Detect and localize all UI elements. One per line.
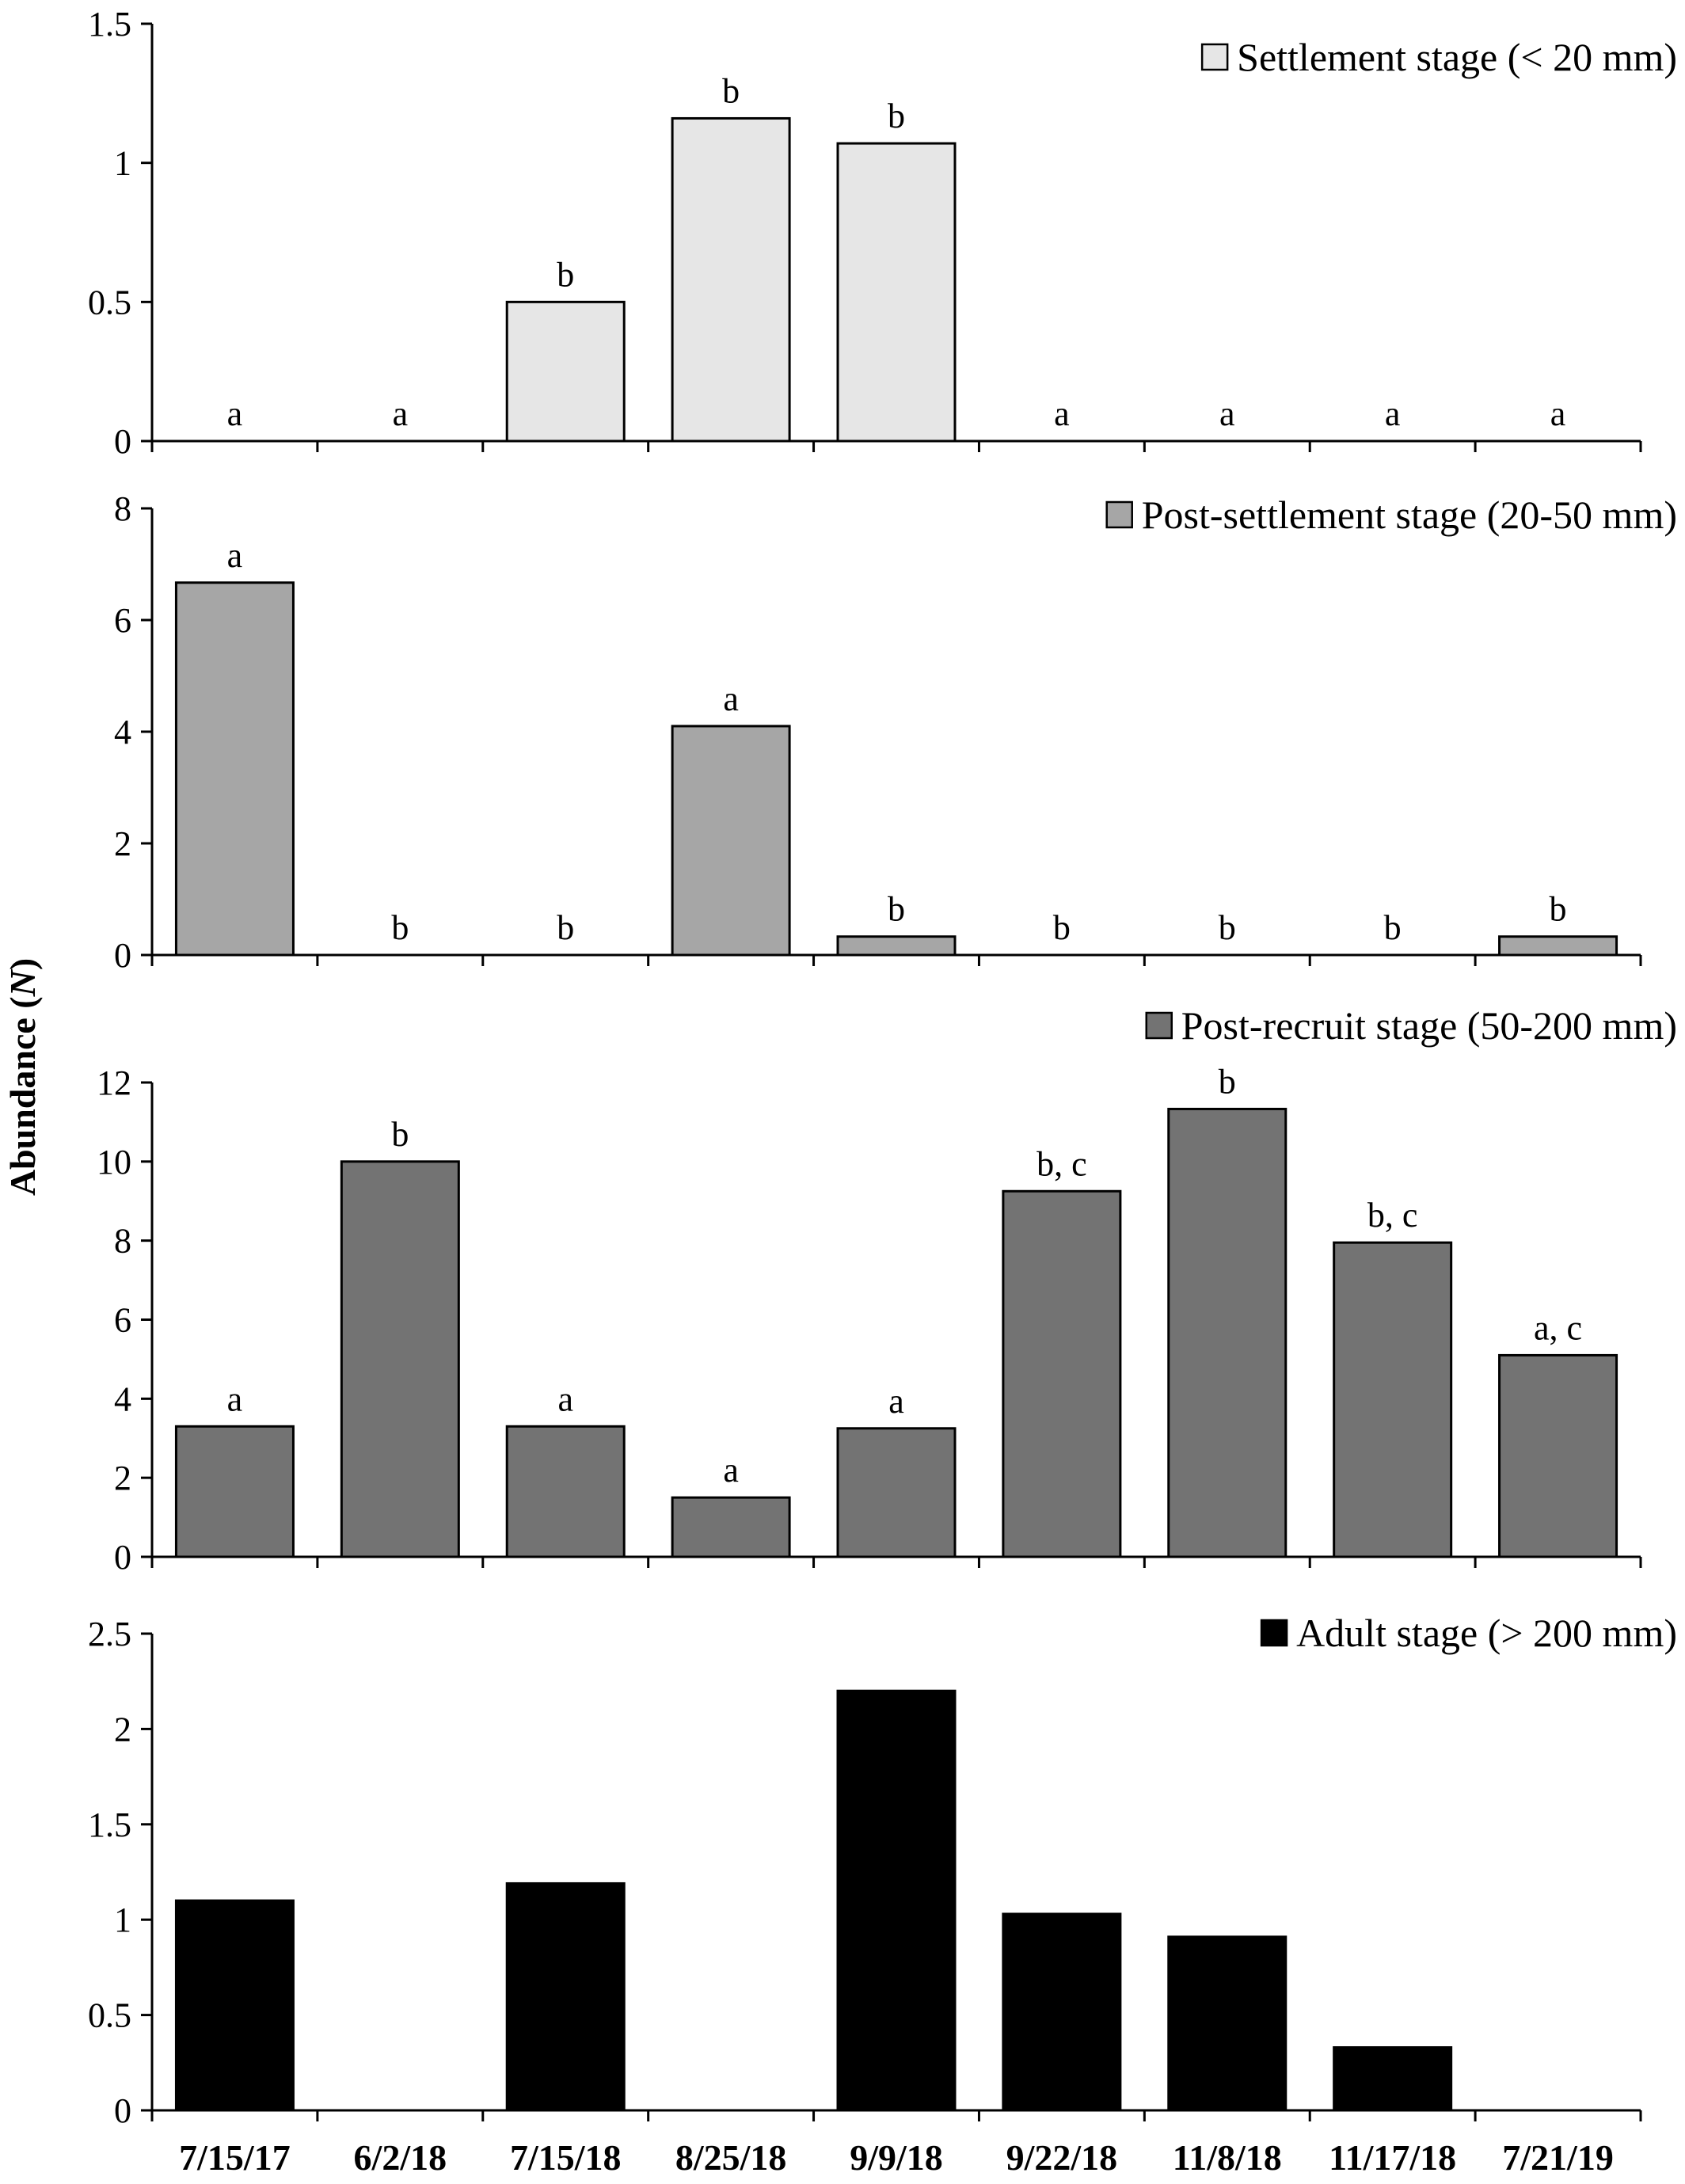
significance-letter: a, c — [1534, 1308, 1582, 1347]
bar — [1498, 1353, 1618, 1558]
legend-swatch — [1145, 1011, 1173, 1040]
panel-4: 0 0.5 1 1.5 2 2.5 Adult stage (> 200 mm) — [88, 1611, 1677, 2130]
y-axis-title-suffix: ) — [2, 958, 43, 970]
bar — [174, 1899, 295, 2112]
bar — [1167, 1107, 1288, 1558]
legend-label: Settlement stage (< 20 mm) — [1237, 35, 1677, 79]
significance-letter: b — [1053, 908, 1071, 947]
significance-letter: a — [227, 394, 243, 433]
x-category-label: 7/21/19 — [1502, 2137, 1614, 2178]
y-tick-label: 0 — [114, 1538, 131, 1577]
y-tick-label: 0 — [114, 422, 131, 461]
y-axis-title: Abundance (N) — [2, 958, 43, 1196]
y-tick-label: 2 — [114, 1710, 131, 1748]
significance-letter: a — [1385, 394, 1401, 433]
bar — [1498, 935, 1618, 957]
bar — [836, 1427, 957, 1558]
bar — [505, 1425, 626, 1558]
x-category-label: 11/8/18 — [1173, 2137, 1282, 2178]
significance-letter: b — [722, 71, 740, 110]
significance-letter: b — [1550, 890, 1567, 929]
y-tick-label: 4 — [114, 1379, 131, 1418]
significance-letter: a — [888, 1382, 904, 1421]
significance-letter: a — [227, 536, 243, 575]
y-tick-label: 12 — [97, 1063, 131, 1102]
bar — [505, 1882, 626, 2112]
significance-letter: a — [1550, 394, 1566, 433]
bar — [671, 1496, 791, 1558]
significance-letter: b — [557, 255, 574, 294]
x-category-label: 11/17/18 — [1329, 2137, 1456, 2178]
y-tick-label: 0.5 — [88, 283, 131, 322]
panel-1: 0 0.5 1 1.5 a a b b b a a a a Settlement stage (< 20 … — [88, 5, 1677, 461]
bar — [671, 116, 791, 443]
x-category-label: 9/22/18 — [1006, 2137, 1118, 2178]
significance-letter: b — [391, 1115, 409, 1154]
x-category-label: 8/25/18 — [675, 2137, 787, 2178]
bar — [1333, 1241, 1453, 1558]
y-tick-label: 1.5 — [88, 1805, 131, 1844]
bar — [1167, 1935, 1288, 2112]
y-tick-label: 10 — [97, 1143, 131, 1181]
bar — [671, 725, 791, 957]
y-tick-label: 8 — [114, 1222, 131, 1261]
y-tick-label: 0 — [114, 936, 131, 975]
bar — [836, 142, 957, 443]
y-tick-label: 2 — [114, 824, 131, 863]
significance-letter: b — [557, 908, 574, 947]
y-tick-label: 0.5 — [88, 1996, 131, 2035]
y-axis-title-prefix: Abundance ( — [2, 996, 43, 1196]
y-tick-label: 1 — [114, 1901, 131, 1939]
x-category-label: 9/9/18 — [850, 2137, 943, 2178]
x-category-label: 7/15/18 — [510, 2137, 622, 2178]
legend-swatch — [1260, 1619, 1288, 1647]
panel-2: 0 2 4 6 8 a b b a b b b b b Post-settlement stage (20-… — [114, 489, 1677, 975]
bar — [836, 935, 957, 957]
y-tick-label: 6 — [114, 601, 131, 640]
significance-letter: a — [227, 1379, 243, 1418]
significance-letter: a — [393, 394, 409, 433]
y-tick-label: 0 — [114, 2091, 131, 2130]
significance-letter: a — [557, 1379, 573, 1418]
significance-letter: b — [1219, 1062, 1236, 1101]
y-tick-label: 1 — [114, 144, 131, 183]
significance-letter: a — [723, 1451, 739, 1490]
y-tick-label: 2.5 — [88, 1615, 131, 1653]
legend-swatch — [1200, 43, 1229, 71]
bar — [836, 1689, 957, 2112]
legend-label: Adult stage (> 200 mm) — [1296, 1611, 1677, 1655]
bar — [340, 1160, 460, 1558]
significance-letter: b — [1384, 908, 1402, 947]
panel-3: 0 2 4 6 8 10 12 a b a a a b, c b b, c a, c Post-recruit … — [97, 1003, 1677, 1577]
y-tick-label: 2 — [114, 1459, 131, 1497]
significance-letter: b — [1219, 908, 1236, 947]
significance-letter: b — [391, 908, 409, 947]
legend-label: Post-settlement stage (20-50 mm) — [1142, 493, 1677, 537]
y-tick-label: 4 — [114, 713, 131, 751]
y-tick-label: 6 — [114, 1301, 131, 1340]
y-tick-label: 1.5 — [88, 5, 131, 44]
bar — [505, 300, 626, 443]
significance-letter: a — [1219, 394, 1235, 433]
y-tick-label: 8 — [114, 489, 131, 528]
legend-label: Post-recruit stage (50-200 mm) — [1181, 1003, 1677, 1048]
x-category-label: 7/15/17 — [179, 2137, 291, 2178]
significance-letter: b — [888, 890, 905, 929]
y-axis-title-variable: N — [2, 968, 43, 997]
significance-letter: b — [888, 97, 905, 135]
significance-letter: a — [1054, 394, 1070, 433]
significance-letter: a — [723, 679, 739, 718]
significance-letter: b, c — [1367, 1196, 1418, 1235]
bar — [174, 581, 295, 957]
significance-letter: b, c — [1036, 1144, 1087, 1183]
bar — [1002, 1912, 1122, 2112]
bar — [1002, 1189, 1122, 1558]
bar — [1333, 2046, 1453, 2112]
legend-swatch — [1105, 500, 1133, 529]
x-category-label: 6/2/18 — [354, 2137, 447, 2178]
bar — [174, 1425, 295, 1558]
